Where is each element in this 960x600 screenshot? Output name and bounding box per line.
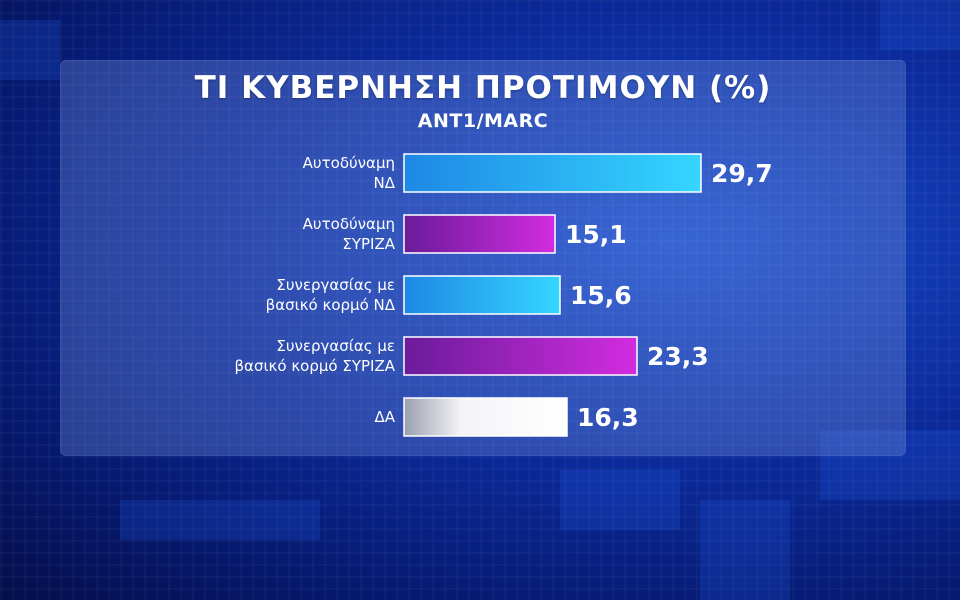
bar-2 (403, 275, 561, 315)
chart-panel (60, 60, 906, 456)
chart-title: ΤΙ ΚΥΒΕΡΝΗΣΗ ΠΡΟΤΙΜΟΥΝ (%) (194, 70, 772, 106)
bar-4 (403, 397, 568, 437)
category-label-2: Συνεργασίας με βασικό κορμό ΝΔ (266, 276, 396, 314)
value-label-0: 29,7 (711, 159, 773, 188)
bar-0 (403, 153, 702, 193)
bar-1 (403, 214, 556, 254)
category-label-0: Αυτοδύναμη ΝΔ (303, 154, 396, 192)
category-label-3: Συνεργασίας με βασικό κορμό ΣΥΡΙΖΑ (234, 337, 395, 375)
bar-3 (403, 336, 638, 376)
category-label-4: ΔΑ (374, 408, 395, 426)
value-label-1: 15,1 (565, 220, 627, 249)
value-label-4: 16,3 (577, 403, 639, 432)
value-label-2: 15,6 (570, 281, 632, 310)
chart-subtitle: ΑΝΤ1/MARC (417, 110, 549, 132)
value-label-3: 23,3 (647, 342, 709, 371)
category-label-1: Αυτοδύναμη ΣΥΡΙΖΑ (303, 215, 396, 253)
